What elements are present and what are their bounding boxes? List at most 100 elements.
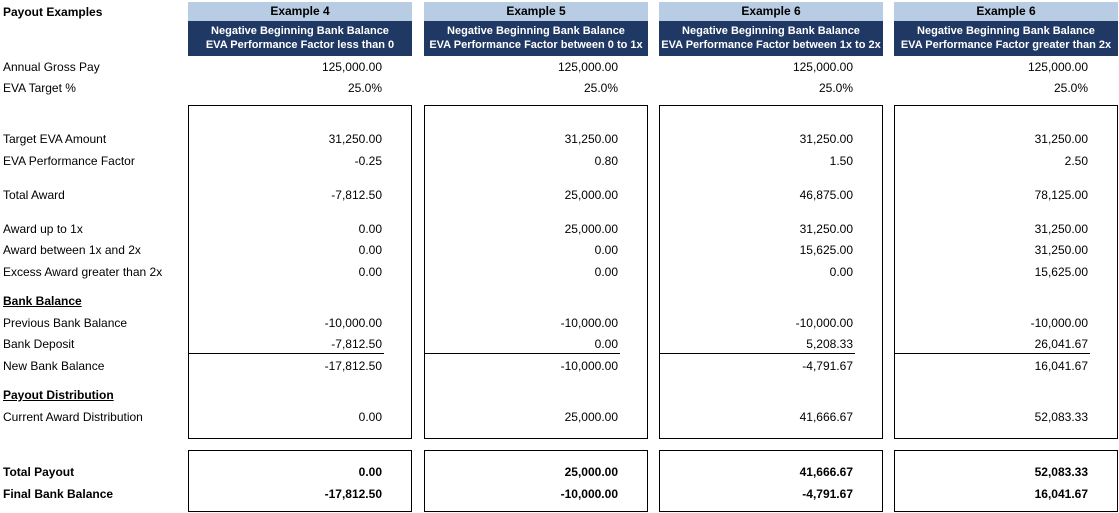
example-body-box — [894, 105, 1118, 439]
row-label-award-up-to-1x: Award up to 1x — [3, 222, 83, 236]
row-label-target-eva-amount: Target EVA Amount — [3, 132, 107, 146]
value-total-payout: 25,000.00 — [564, 465, 618, 479]
value-total-award: 25,000.00 — [564, 188, 618, 202]
value-new-bank-balance: -4,791.67 — [802, 359, 853, 373]
value-award-between-1x-2x: 0.00 — [358, 243, 382, 257]
example-body-box — [659, 105, 883, 439]
value-excess-award-gt-2x: 0.00 — [358, 265, 382, 279]
example-totals-box — [894, 450, 1118, 512]
example-subtitle: Negative Beginning Bank Balance EVA Perfo… — [188, 21, 412, 56]
value-target-eva-amount: 31,250.00 — [564, 132, 618, 146]
value-award-up-to-1x: 31,250.00 — [1034, 222, 1088, 236]
example-title: Example 4 — [188, 2, 412, 21]
value-eva-target-pct: 25.0% — [818, 81, 853, 95]
value-eva-target-pct: 25.0% — [347, 81, 382, 95]
example-title: Example 6 — [659, 2, 883, 21]
example-subtitle-line-1: Negative Beginning Bank Balance — [917, 25, 1095, 37]
value-eva-target-pct: 25.0% — [583, 81, 618, 95]
value-annual-gross-pay: 125,000.00 — [557, 60, 618, 74]
value-total-award: 46,875.00 — [799, 188, 853, 202]
page-title: Payout Examples — [3, 5, 103, 19]
example-title: Example 5 — [424, 2, 648, 21]
value-eva-performance-factor: 0.80 — [594, 154, 618, 168]
value-total-award: -7,812.50 — [331, 188, 382, 202]
value-target-eva-amount: 31,250.00 — [1034, 132, 1088, 146]
value-total-payout: 41,666.67 — [799, 465, 853, 479]
value-new-bank-balance: -17,812.50 — [324, 359, 382, 373]
example-subtitle: Negative Beginning Bank Balance EVA Perfo… — [424, 21, 648, 56]
value-annual-gross-pay: 125,000.00 — [792, 60, 853, 74]
example-body-box — [424, 105, 648, 439]
value-target-eva-amount: 31,250.00 — [328, 132, 382, 146]
value-new-bank-balance: 16,041.67 — [1034, 359, 1088, 373]
value-annual-gross-pay: 125,000.00 — [1027, 60, 1088, 74]
value-current-award-distribution: 52,083.33 — [1034, 410, 1088, 424]
row-label-total-award: Total Award — [3, 188, 65, 202]
row-label-excess-award: Excess Award greater than 2x — [3, 265, 163, 279]
value-eva-performance-factor: 1.50 — [829, 154, 853, 168]
value-final-bank-balance: 16,041.67 — [1034, 487, 1088, 501]
value-eva-target-pct: 25.0% — [1053, 81, 1088, 95]
value-previous-bank-balance: -10,000.00 — [560, 316, 618, 330]
section-bank-balance: Bank Balance — [3, 294, 82, 308]
row-label-annual-gross-pay: Annual Gross Pay — [3, 60, 100, 74]
row-label-award-between-1x-2x: Award between 1x and 2x — [3, 243, 141, 257]
value-award-up-to-1x: 0.00 — [358, 222, 382, 236]
value-bank-deposit: 26,041.67 — [1034, 337, 1088, 351]
subtotal-rule — [659, 353, 855, 354]
value-bank-deposit: 0.00 — [594, 337, 618, 351]
value-final-bank-balance: -17,812.50 — [324, 487, 382, 501]
value-bank-deposit: 5,208.33 — [806, 337, 853, 351]
subtotal-rule — [424, 353, 620, 354]
example-subtitle-line-2: EVA Performance Factor between 0 to 1x — [429, 39, 643, 51]
row-label-eva-performance-factor: EVA Performance Factor — [3, 154, 135, 168]
example-totals-box — [659, 450, 883, 512]
example-subtitle: Negative Beginning Bank Balance EVA Perfo… — [659, 21, 883, 56]
value-final-bank-balance: -4,791.67 — [802, 487, 853, 501]
row-label-eva-target: EVA Target % — [3, 81, 76, 95]
value-total-award: 78,125.00 — [1034, 188, 1088, 202]
example-subtitle-line-2: EVA Performance Factor between 1x to 2x — [661, 39, 881, 51]
example-subtitle-line-1: Negative Beginning Bank Balance — [211, 25, 389, 37]
value-total-payout: 52,083.33 — [1034, 465, 1088, 479]
value-bank-deposit: -7,812.50 — [331, 337, 382, 351]
value-total-payout: 0.00 — [358, 465, 382, 479]
row-label-bank-deposit: Bank Deposit — [3, 337, 75, 351]
value-award-between-1x-2x: 15,625.00 — [799, 243, 853, 257]
value-excess-award-gt-2x: 0.00 — [594, 265, 618, 279]
example-totals-box — [188, 450, 412, 512]
value-award-between-1x-2x: 0.00 — [594, 243, 618, 257]
value-award-up-to-1x: 31,250.00 — [799, 222, 853, 236]
value-target-eva-amount: 31,250.00 — [799, 132, 853, 146]
example-totals-box — [424, 450, 648, 512]
example-body-box — [188, 105, 412, 439]
value-eva-performance-factor: -0.25 — [354, 154, 382, 168]
value-excess-award-gt-2x: 15,625.00 — [1034, 265, 1088, 279]
row-label-final-bank-balance: Final Bank Balance — [3, 487, 114, 501]
value-award-up-to-1x: 25,000.00 — [564, 222, 618, 236]
value-excess-award-gt-2x: 0.00 — [829, 265, 853, 279]
value-final-bank-balance: -10,000.00 — [560, 487, 618, 501]
example-subtitle: Negative Beginning Bank Balance EVA Perfo… — [894, 21, 1118, 56]
row-label-new-bank-balance: New Bank Balance — [3, 359, 105, 373]
value-annual-gross-pay: 125,000.00 — [321, 60, 382, 74]
subtotal-rule — [188, 353, 384, 354]
value-current-award-distribution: 25,000.00 — [564, 410, 618, 424]
example-title: Example 6 — [894, 2, 1118, 21]
row-label-total-payout: Total Payout — [3, 465, 75, 479]
section-payout-distribution: Payout Distribution — [3, 388, 114, 402]
example-subtitle-line-2: EVA Performance Factor greater than 2x — [900, 39, 1112, 51]
value-previous-bank-balance: -10,000.00 — [324, 316, 382, 330]
example-subtitle-line-1: Negative Beginning Bank Balance — [682, 25, 860, 37]
example-subtitle-line-2: EVA Performance Factor less than 0 — [205, 39, 395, 51]
subtotal-rule — [894, 353, 1090, 354]
value-eva-performance-factor: 2.50 — [1064, 154, 1088, 168]
row-label-current-award-distribution: Current Award Distribution — [3, 410, 143, 424]
example-subtitle-line-1: Negative Beginning Bank Balance — [447, 25, 625, 37]
value-award-between-1x-2x: 31,250.00 — [1034, 243, 1088, 257]
value-previous-bank-balance: -10,000.00 — [1030, 316, 1088, 330]
value-current-award-distribution: 0.00 — [358, 410, 382, 424]
value-new-bank-balance: -10,000.00 — [560, 359, 618, 373]
value-previous-bank-balance: -10,000.00 — [795, 316, 853, 330]
row-label-previous-bank-balance: Previous Bank Balance — [3, 316, 128, 330]
